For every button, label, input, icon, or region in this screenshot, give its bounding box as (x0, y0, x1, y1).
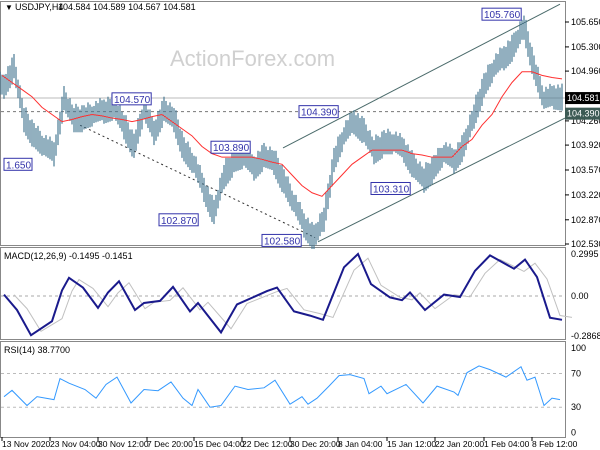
trendline (317, 117, 566, 243)
rsi-title: RSI(14) 38.7700 (4, 345, 70, 355)
price-label-box (370, 181, 411, 195)
macd-tick-label: -0.2868 (571, 331, 600, 341)
rsi-tick-label: 70 (571, 368, 581, 378)
trendline (282, 3, 561, 149)
price-tick-label: 103.220 (571, 190, 600, 200)
price-tick-label: 104.260 (571, 116, 600, 126)
time-tick-label: 8 Feb 12:00 (532, 439, 578, 449)
price-label: 103.890 (213, 143, 250, 154)
time-tick-label: 23 Nov 04:00 (50, 439, 101, 449)
macd-title: MACD(12,26,9) -0.1495 -0.1451 (4, 251, 133, 261)
macd-signal-line (13, 257, 573, 332)
price-panel-frame (0, 1, 566, 246)
price-label-box (481, 7, 522, 21)
price-label: 104.570 (114, 95, 151, 106)
level-price-tag (565, 107, 600, 120)
time-tick-label: 22 Dec 12:00 (242, 439, 293, 449)
time-tick-label: 8 Jan 04:00 (338, 439, 383, 449)
price-tick-label: 103.570 (571, 165, 600, 175)
rsi-tick-label: 100 (571, 343, 586, 353)
price-label: 105.760 (484, 10, 521, 21)
price-tick-label: 105.300 (571, 42, 600, 52)
current-price-tag (565, 92, 600, 105)
price-label-box (111, 92, 152, 106)
price-label: 104.390 (301, 108, 338, 119)
price-tick-label: 104.960 (571, 66, 600, 76)
current-price-tag-text: 104.581 (567, 93, 600, 103)
price-label: 103.310 (373, 184, 410, 195)
price-tick-label: 102.530 (571, 239, 600, 249)
price-tick-label: 105.650 (571, 17, 600, 27)
time-tick-label: 30 Nov 12:00 (98, 439, 149, 449)
time-tick-label: 15 Dec 04:00 (194, 439, 245, 449)
rsi-panel-frame (0, 341, 566, 438)
price-label: 102.870 (161, 216, 198, 227)
price-tick-label: 103.920 (571, 140, 600, 150)
rsi-tick-label: 30 (571, 402, 581, 412)
time-tick-label: 7 Dec 20:00 (147, 439, 193, 449)
price-label-box (298, 105, 339, 119)
time-tick-label: 22 Jan 20:00 (435, 439, 484, 449)
symbol-label: USDJPY,H4 (15, 2, 63, 12)
price-label: 102.580 (264, 236, 301, 247)
level-price-tag-text: 104.390 (567, 109, 600, 119)
moving-average-line (1, 71, 563, 197)
price-label-box (210, 140, 251, 154)
time-tick-label: 30 Dec 20:00 (290, 439, 341, 449)
time-tick-label: 1 Feb 04:00 (484, 439, 530, 449)
price-label-box (3, 157, 33, 171)
time-tick-label: 15 Jan 12:00 (387, 439, 436, 449)
watermark: ActionForex.com (170, 46, 335, 71)
macd-line (3, 252, 563, 337)
price-label: 1.650 (6, 160, 31, 171)
ohlc-values: 104.584 104.589 104.567 104.581 (58, 2, 196, 12)
dropdown-arrow-icon[interactable]: ▼ (5, 3, 13, 12)
time-tick-label: 13 Nov 2020 (2, 439, 50, 449)
macd-tick-label: 0.00 (571, 291, 589, 301)
price-label-box (158, 213, 199, 227)
rsi-tick-label: 0 (571, 428, 576, 438)
macd-tick-label: 0.2995 (571, 249, 599, 259)
rsi-line (3, 365, 561, 408)
price-label-box (261, 233, 302, 247)
price-tick-label: 102.870 (571, 215, 600, 225)
macd-panel-frame (0, 247, 566, 340)
